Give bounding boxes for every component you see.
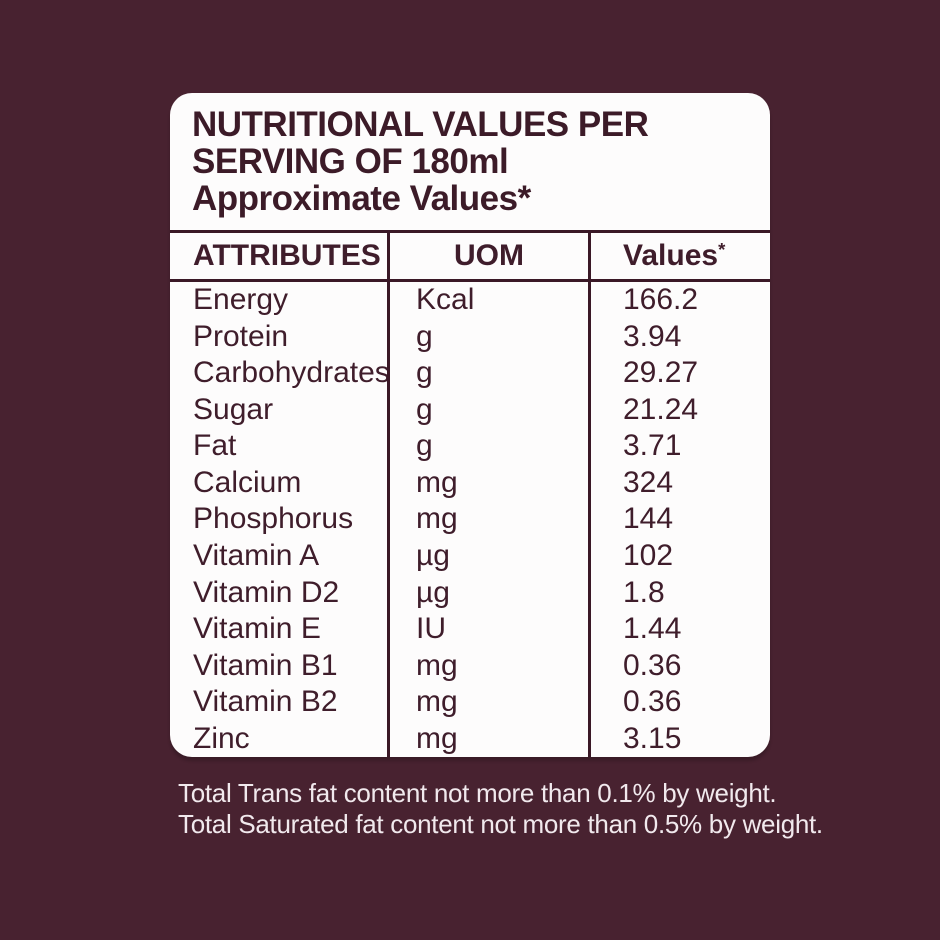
table-row: Fat g 3.71 [170, 428, 770, 465]
cell-value: 166.2 [588, 282, 770, 319]
cell-value: 144 [588, 501, 770, 538]
cell-uom: g [387, 355, 588, 392]
cell-uom: g [387, 318, 588, 356]
table-row: Sugar g 21.24 [170, 391, 770, 429]
cell-value: 0.36 [588, 683, 770, 721]
cell-uom: mg [387, 683, 588, 721]
cell-attribute: Calcium [193, 465, 302, 499]
footnote-trans-fat: Total Trans fat content not more than 0.… [178, 778, 777, 808]
cell-uom: g [387, 391, 588, 429]
cell-uom: g [387, 428, 588, 465]
cell-uom: µg [387, 537, 588, 575]
header-attributes: ATTRIBUTES [193, 239, 381, 272]
footnote-saturated-fat: Total Saturated fat content not more tha… [178, 809, 823, 839]
cell-attribute: Energy [193, 283, 289, 317]
cell-attribute: Vitamin E [193, 612, 321, 646]
cell-value: 102 [588, 537, 770, 575]
table-row: Vitamin E IU 1.44 [170, 610, 770, 648]
cell-attribute: Vitamin B2 [193, 685, 338, 719]
cell-attribute: Fat [193, 429, 237, 463]
cell-attribute: Sugar [193, 392, 274, 426]
title-line-1: NUTRITIONAL VALUES PER [192, 105, 649, 144]
header-values-text: Values [623, 239, 719, 272]
cell-value: 1.44 [588, 610, 770, 648]
cell-value: 1.8 [588, 574, 770, 611]
table-row: Vitamin A µg 102 [170, 537, 770, 575]
nutrition-table: ATTRIBUTES UOM Values * Energy Kcal 166.2… [170, 230, 770, 757]
cell-uom: mg [387, 720, 588, 757]
cell-value: 0.36 [588, 647, 770, 684]
table-row: Phosphorus mg 144 [170, 501, 770, 538]
cell-value: 3.15 [588, 720, 770, 757]
table-row: Vitamin B1 mg 0.36 [170, 647, 770, 684]
cell-attribute: Protein [193, 319, 289, 353]
cell-value: 21.24 [588, 391, 770, 429]
cell-uom: Kcal [387, 282, 588, 319]
cell-attribute: Vitamin B1 [193, 648, 338, 682]
table-row: Vitamin D2 µg 1.8 [170, 574, 770, 611]
table-row: Calcium mg 324 [170, 464, 770, 502]
card-subtitle: Approximate Values* [192, 179, 531, 218]
header-uom: UOM [387, 233, 588, 279]
header-values: Values * [588, 233, 770, 279]
card-header: NUTRITIONAL VALUES PER SERVING OF 180ml … [170, 93, 770, 230]
cell-value: 3.94 [588, 318, 770, 356]
cell-attribute: Zinc [193, 721, 250, 755]
card-title: NUTRITIONAL VALUES PER SERVING OF 180ml [192, 106, 748, 180]
table-row: Zinc mg 3.15 [170, 720, 770, 757]
cell-attribute: Carbohydrates [193, 356, 390, 390]
cell-attribute: Vitamin D2 [193, 575, 340, 609]
table-header-row: ATTRIBUTES UOM Values * [170, 230, 770, 282]
cell-value: 29.27 [588, 355, 770, 392]
cell-value: 3.71 [588, 428, 770, 465]
cell-attribute: Vitamin A [193, 538, 320, 572]
table-row: Protein g 3.94 [170, 318, 770, 356]
cell-uom: mg [387, 501, 588, 538]
footnotes: Total Trans fat content not more than 0.… [178, 778, 823, 840]
cell-uom: mg [387, 647, 588, 684]
cell-uom: mg [387, 464, 588, 502]
cell-value: 324 [588, 464, 770, 502]
cell-attribute: Phosphorus [193, 502, 354, 536]
title-line-2: SERVING OF 180ml [192, 142, 509, 181]
cell-uom: IU [387, 610, 588, 648]
table-row: Carbohydrates g 29.27 [170, 355, 770, 392]
table-row: Vitamin B2 mg 0.36 [170, 683, 770, 721]
nutrition-card: NUTRITIONAL VALUES PER SERVING OF 180ml … [170, 93, 770, 757]
cell-uom: µg [387, 574, 588, 611]
table-body: Energy Kcal 166.2 Protein g 3.94 Carbohy… [170, 282, 770, 757]
table-row: Energy Kcal 166.2 [170, 282, 770, 319]
